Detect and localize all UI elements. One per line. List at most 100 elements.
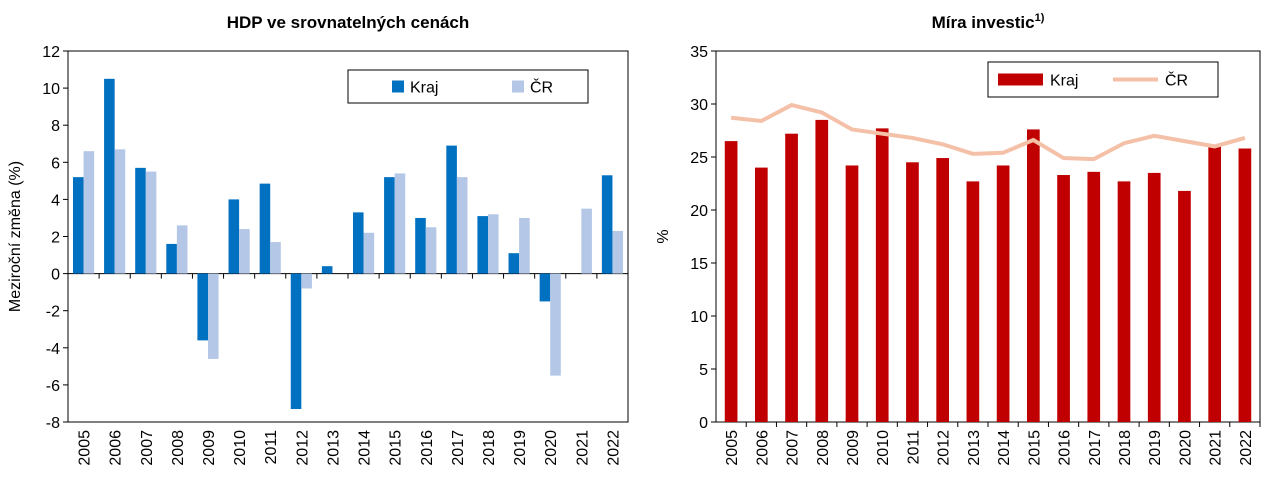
- bar: [239, 229, 250, 274]
- x-tick-label: 2007: [785, 430, 802, 466]
- y-tick-label: -6: [46, 378, 60, 395]
- x-tick-label: 2021: [574, 430, 591, 466]
- bar: [415, 217, 426, 274]
- y-tick-label: 10: [42, 81, 60, 98]
- legend-box: [347, 69, 589, 104]
- x-tick-label: 2012: [936, 430, 953, 466]
- bar: [321, 266, 333, 274]
- x-tick-label: 2005: [77, 430, 94, 466]
- x-tick-label: 2009: [845, 430, 862, 466]
- bar: [612, 230, 624, 274]
- y-tick-label: 6: [51, 155, 60, 172]
- x-tick-label: 2013: [325, 430, 342, 466]
- bar: [996, 165, 1010, 423]
- bar: [1147, 172, 1161, 422]
- bar: [1087, 171, 1101, 422]
- y-axis-label: %: [655, 229, 672, 243]
- y-tick-label: 12: [42, 44, 60, 61]
- bar: [446, 145, 457, 274]
- y-tick-label: 8: [51, 118, 60, 135]
- bar: [1026, 129, 1040, 422]
- x-tick-label: 2020: [1177, 430, 1194, 466]
- legend-swatch: [512, 80, 524, 93]
- bar: [754, 167, 768, 422]
- y-tick-label: -4: [46, 341, 60, 358]
- x-tick-label: 2020: [543, 430, 560, 466]
- bar: [363, 232, 375, 274]
- bar: [176, 225, 188, 274]
- bar: [1238, 148, 1252, 422]
- x-tick-label: 2022: [1238, 430, 1255, 466]
- x-tick-label: 2015: [388, 430, 405, 466]
- bar: [966, 181, 980, 422]
- bar: [1057, 175, 1070, 422]
- bar: [845, 165, 859, 423]
- y-tick-label: 0: [699, 415, 708, 432]
- bar: [104, 78, 115, 274]
- bar: [456, 177, 468, 274]
- bar: [384, 177, 395, 274]
- x-tick-label: 2015: [1026, 430, 1043, 466]
- bar: [228, 199, 240, 274]
- bar: [724, 141, 738, 422]
- bar: [1208, 146, 1222, 422]
- y-tick-label: -8: [46, 415, 60, 432]
- bar: [394, 173, 406, 274]
- bar: [290, 273, 302, 410]
- bar: [550, 273, 561, 376]
- x-tick-label: 2006: [108, 430, 125, 466]
- bar: [197, 273, 208, 341]
- x-tick-label: 2009: [201, 430, 218, 466]
- x-tick-label: 2022: [605, 430, 622, 466]
- title-note: 1): [1035, 12, 1045, 24]
- bar: [145, 171, 157, 274]
- x-tick-label: 2005: [724, 430, 741, 466]
- x-tick-label: 2013: [966, 430, 983, 466]
- bar: [166, 243, 177, 274]
- legend-label: Kraj: [410, 80, 438, 97]
- y-tick-label: -2: [46, 304, 60, 321]
- bar: [352, 212, 364, 274]
- x-tick-label: 2019: [512, 430, 529, 466]
- bar: [208, 273, 219, 359]
- bar: [906, 162, 919, 423]
- bar: [259, 183, 271, 274]
- chart-title: HDP ve srovnatelných cenách: [227, 13, 470, 32]
- y-tick-label: 25: [690, 150, 708, 167]
- x-tick-label: 2010: [232, 430, 249, 466]
- chart-title: Míra investic1): [932, 12, 1045, 32]
- y-tick-label: 0: [51, 267, 60, 284]
- legend-label: ČR: [530, 78, 553, 97]
- legend-swatch: [392, 80, 404, 93]
- bar: [519, 217, 530, 274]
- x-tick-label: 2008: [170, 430, 187, 466]
- x-tick-label: 2016: [1057, 430, 1074, 466]
- y-axis-label: Meziroční změna (%): [7, 161, 24, 312]
- x-tick-label: 2007: [139, 430, 156, 466]
- x-tick-label: 2014: [996, 430, 1013, 466]
- x-tick-label: 2011: [263, 430, 280, 465]
- x-tick-label: 2018: [1117, 430, 1134, 466]
- bar: [1117, 181, 1131, 422]
- bar: [581, 208, 592, 274]
- bar: [477, 216, 488, 274]
- y-tick-label: 20: [690, 203, 708, 220]
- bar: [539, 273, 551, 302]
- x-tick-label: 2017: [1087, 430, 1104, 466]
- bar: [488, 214, 499, 274]
- y-tick-label: 35: [690, 44, 708, 61]
- bar: [875, 128, 889, 422]
- bar: [135, 167, 146, 274]
- x-tick-label: 2018: [481, 430, 498, 466]
- bar: [425, 227, 437, 274]
- bar: [785, 133, 798, 422]
- x-tick-label: 2011: [905, 430, 922, 465]
- y-tick-label: 15: [690, 256, 708, 273]
- bar: [936, 158, 950, 422]
- x-tick-label: 2021: [1208, 430, 1225, 466]
- x-tick-label: 2006: [754, 430, 771, 466]
- bar: [601, 175, 613, 274]
- x-tick-label: 2016: [419, 430, 436, 466]
